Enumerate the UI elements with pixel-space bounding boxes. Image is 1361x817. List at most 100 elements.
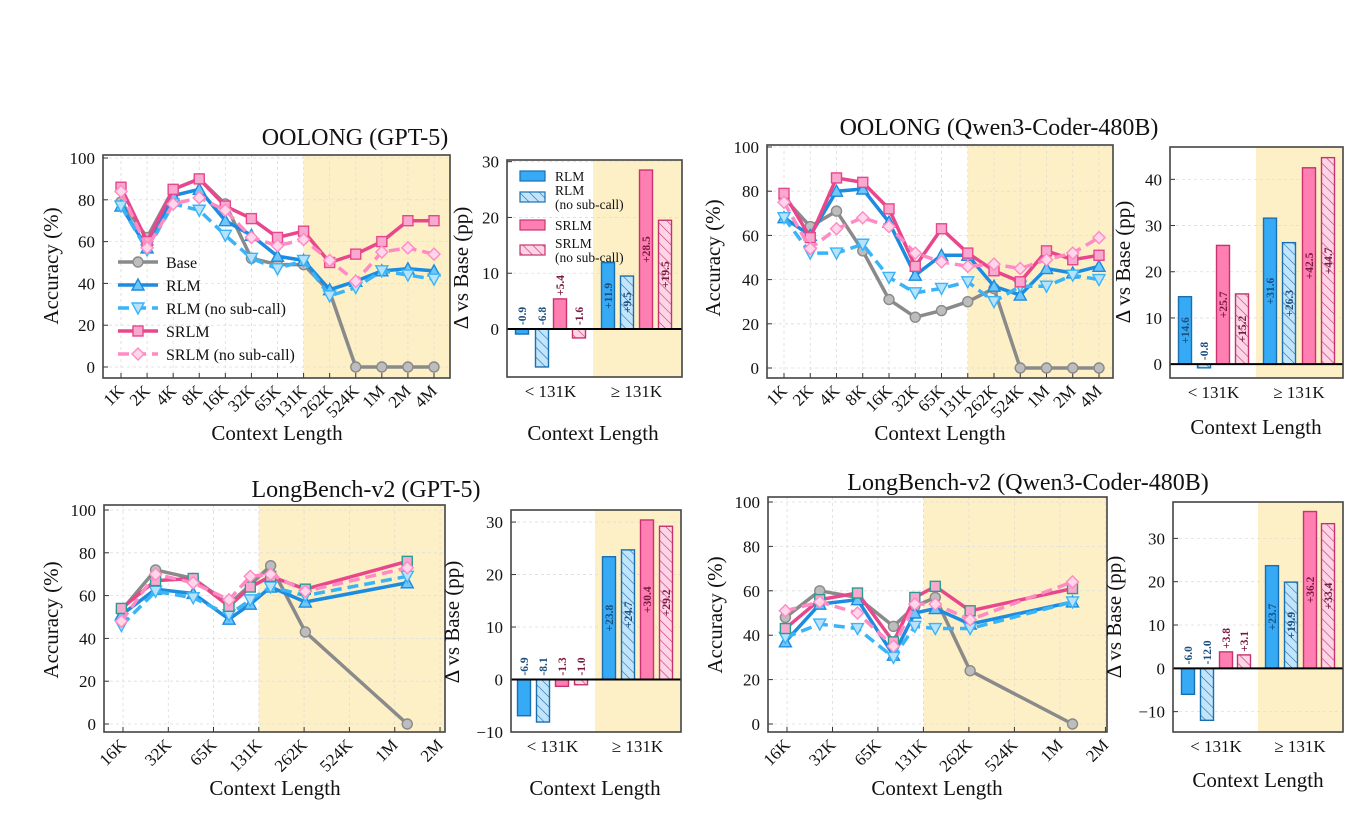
marker-square: [857, 176, 869, 189]
series-rlm-no-sub-call: [778, 596, 1080, 665]
marker-diamond: [348, 274, 363, 289]
x-tick-label: < 131K: [1190, 737, 1242, 756]
y-tick-label: 30: [482, 153, 499, 172]
bar-value-label: -0.8: [1199, 342, 1211, 360]
x-axis-label: Context Length: [1192, 768, 1324, 792]
bar-value-label: +36.2: [1305, 576, 1317, 603]
marker-diamond: [298, 584, 313, 599]
marker-triangle-up: [986, 278, 1002, 292]
y-tick-label: 10: [1145, 309, 1162, 328]
legend-label-srlm-no-sub-call: SRLM (no sub-call): [166, 347, 295, 364]
legend-patch-rlm-no-sub-call: [519, 191, 546, 203]
marker-diamond: [987, 257, 1001, 272]
x-axis-label: Context Length: [209, 776, 341, 800]
y-tick-label: 20: [1148, 573, 1165, 592]
y-tick-label: 20: [78, 316, 95, 335]
series-srlm-no-sub-call: [114, 560, 415, 629]
y-tick-label: 30: [1145, 217, 1162, 236]
y-tick-label: 10: [482, 264, 499, 283]
x-tick-label: 524K: [981, 735, 1022, 776]
plot-frame: [766, 144, 1114, 379]
x-tick-label: < 131K: [525, 382, 577, 401]
x-tick-label: 32K: [805, 735, 840, 770]
marker-circle: [1040, 362, 1053, 374]
marker-triangle-down: [1091, 273, 1107, 288]
marker-diamond: [934, 254, 949, 269]
marker-square: [804, 231, 816, 244]
bar-rlm: [1180, 667, 1196, 696]
marker-circle: [962, 296, 974, 308]
marker-square: [929, 580, 941, 593]
series-srlm-no-sub-call: [778, 574, 1080, 654]
marker-triangle-up: [829, 183, 844, 197]
marker-diamond: [855, 210, 870, 225]
marker-circle: [132, 256, 144, 268]
legend-label-srlm: SRLM: [166, 324, 210, 341]
y-tick-label: 10: [1148, 616, 1165, 635]
y-tick-label: 60: [79, 587, 96, 606]
marker-triangle-down: [243, 594, 258, 608]
marker-circle: [887, 620, 900, 633]
chart-title-oolong-qwen: OOLONG (Qwen3-Coder-480B): [840, 115, 1159, 141]
bar-value-label: +3.1: [1239, 631, 1251, 652]
bar-value-label: -6.9: [519, 657, 531, 675]
marker-diamond: [1013, 261, 1028, 276]
x-tick-label: 524K: [987, 381, 1028, 422]
x-axis-label: Context Length: [211, 421, 343, 445]
bar-value-label: +9.5: [622, 292, 634, 313]
marker-diamond: [221, 592, 236, 607]
marker-circle: [376, 361, 388, 373]
plot-frame: [767, 496, 1108, 733]
x-axis-label: Context Length: [1190, 415, 1322, 439]
y-tick-label: 40: [742, 271, 759, 290]
bar-value-label: +19.5: [660, 261, 672, 288]
marker-circle: [909, 311, 921, 323]
x-tick-label: 262K: [271, 735, 312, 776]
y-tick-label: −10: [1138, 703, 1165, 722]
marker-square: [909, 260, 921, 273]
marker-circle: [299, 626, 312, 638]
x-tick-label: 2M: [1082, 735, 1112, 765]
y-tick-label: 100: [71, 501, 97, 520]
y-tick-label: 0: [752, 715, 761, 734]
marker-diamond: [263, 567, 278, 582]
marker-triangle-down: [218, 229, 233, 243]
marker-diamond: [114, 184, 128, 199]
x-tick-label: 2M: [417, 735, 447, 765]
bar-value-label: +42.5: [1304, 252, 1316, 279]
y-axis-label: Accuracy (%): [39, 561, 63, 678]
x-tick-label: 2M: [1049, 381, 1079, 411]
legend-label-rlm: RLM: [166, 278, 201, 295]
marker-diamond: [400, 240, 415, 255]
shaded-region-long-context: [258, 505, 445, 732]
bar-value-label: +23.7: [1267, 603, 1279, 630]
bar-srlm-no-sub-call: [571, 328, 587, 339]
marker-triangle-up: [1091, 258, 1107, 273]
bar-value-label: -1.6: [574, 307, 586, 325]
bar-rlm-no-sub-call: [1199, 667, 1215, 722]
marker-diamond: [886, 639, 901, 654]
bar-srlm-no-sub-call: [1236, 654, 1252, 670]
bar-value-label: +19.9: [1286, 612, 1298, 639]
x-tick-label: ≥ 131K: [1274, 737, 1326, 756]
x-axis-label: Context Length: [874, 421, 1006, 445]
bar-value-label: -6.8: [537, 307, 549, 325]
y-tick-label: 40: [79, 629, 96, 648]
x-tick-label: 131K: [890, 735, 931, 776]
y-tick-label: 80: [743, 537, 760, 556]
bar-value-label: +25.7: [1218, 291, 1230, 318]
marker-circle: [964, 665, 976, 677]
y-tick-label: 20: [486, 566, 503, 585]
marker-diamond: [427, 247, 441, 262]
marker-triangle-up: [218, 213, 233, 227]
marker-triangle-down: [244, 252, 259, 266]
bar-srlm: [1218, 651, 1234, 670]
series-line-srlm: [784, 584, 1073, 644]
x-tick-label: 16K: [760, 735, 795, 770]
marker-triangle-down: [928, 622, 943, 637]
x-tick-label: 65K: [851, 735, 886, 770]
x-tick-label: 1M: [371, 735, 401, 765]
legend-patch-rlm: [519, 170, 546, 182]
marker-triangle-down: [908, 287, 923, 301]
